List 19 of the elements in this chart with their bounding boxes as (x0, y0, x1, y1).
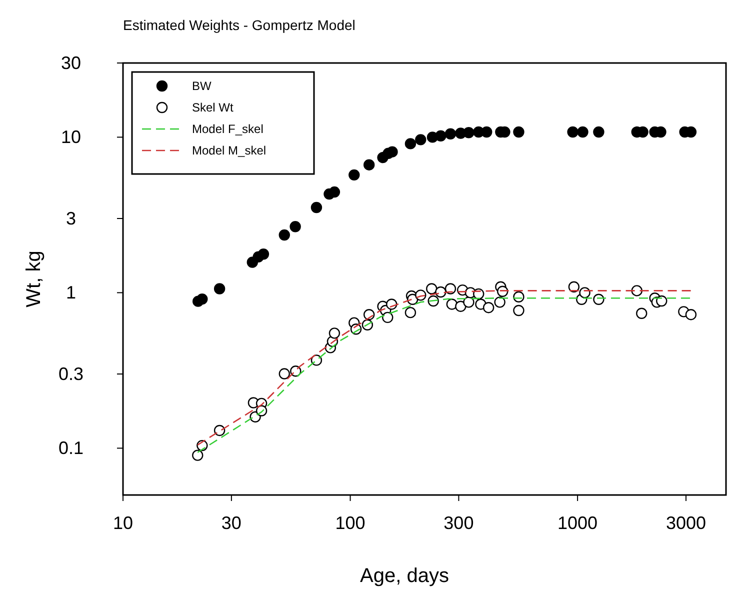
y-tick-label: 30 (60, 53, 82, 73)
legend-label: BW (192, 79, 212, 93)
legend-label: Model M_skel (192, 144, 266, 158)
x-tick-label: 3000 (666, 513, 706, 533)
y-tick-label: 1 (66, 282, 76, 303)
chart-title: Estimated Weights - Gompertz Model (123, 17, 356, 33)
legend-label: Model F_skel (192, 122, 264, 136)
y-axis-title: Wt, kg (23, 250, 45, 308)
x-tick-label: 300 (444, 513, 474, 533)
y-tick-label: 3 (66, 208, 76, 228)
legend-label: Skel Wt (192, 100, 234, 114)
x-tick-label: 30 (221, 513, 242, 533)
y-tick-label: 0.1 (58, 438, 84, 458)
x-tick-label: 100 (335, 513, 366, 533)
x-axis-title: Age, days (360, 565, 449, 587)
x-tick-label: 10 (112, 513, 134, 533)
y-tick-label: 0.3 (58, 364, 84, 384)
x-tick-label: 1000 (558, 513, 598, 533)
y-tick-label: 10 (60, 127, 82, 148)
